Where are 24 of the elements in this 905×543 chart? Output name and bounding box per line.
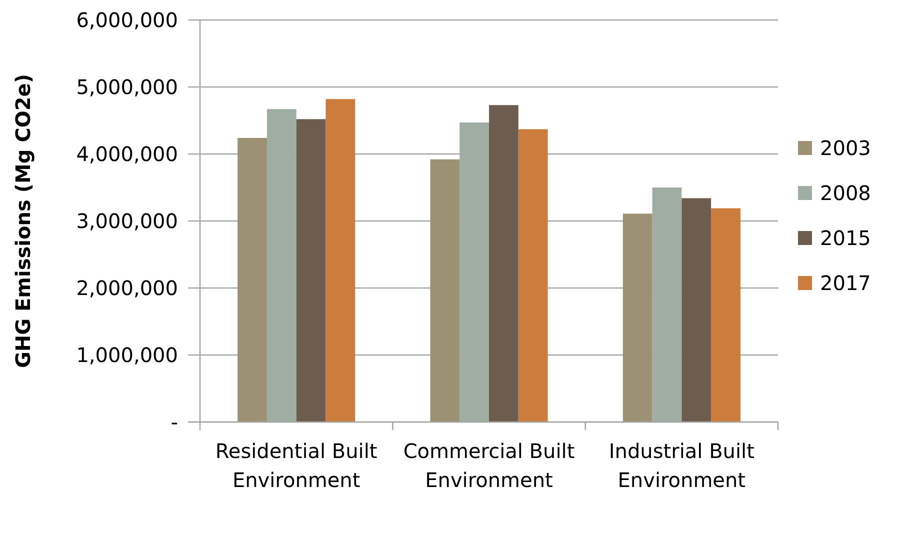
- bar: [238, 138, 267, 422]
- x-tick-label: Industrial Built Environment: [608, 439, 755, 492]
- bar: [296, 119, 326, 422]
- x-tick-label: Residential Built Environment: [215, 439, 378, 492]
- bar: [518, 129, 548, 422]
- legend-label: 2003: [820, 136, 871, 160]
- y-tick-label: 5,000,000: [76, 75, 178, 99]
- bar: [622, 214, 652, 422]
- legend-label: 2008: [820, 181, 871, 205]
- y-tick-label: 1,000,000: [76, 343, 178, 367]
- bar: [326, 99, 356, 422]
- y-tick-label: -: [170, 410, 178, 434]
- y-tick-label: 6,000,000: [76, 8, 178, 32]
- legend-label: 2015: [820, 226, 871, 250]
- bar: [489, 105, 518, 422]
- y-tick-label: 4,000,000: [76, 142, 178, 166]
- legend-label: 2017: [820, 271, 871, 295]
- x-tick-label: Commercial Built Environment: [403, 439, 575, 492]
- bar: [430, 159, 460, 422]
- bar: [711, 208, 740, 422]
- y-tick-label: 3,000,000: [76, 209, 178, 233]
- y-axis-title: GHG Emissions (Mg CO2e): [11, 74, 35, 368]
- y-tick-label: 2,000,000: [76, 276, 178, 300]
- bar: [682, 198, 712, 422]
